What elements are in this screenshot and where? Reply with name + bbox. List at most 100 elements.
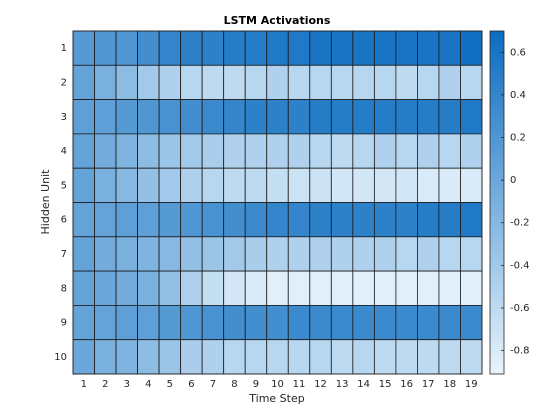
heatmap-cell xyxy=(460,30,483,66)
heatmap-cell xyxy=(395,64,418,101)
heatmap-cell xyxy=(244,236,268,272)
heatmap-cell xyxy=(460,304,483,341)
heatmap-cell xyxy=(180,202,203,238)
x-tick-label: 19 xyxy=(465,379,478,390)
heatmap-cell xyxy=(460,99,483,135)
heatmap-cell xyxy=(158,202,182,238)
heatmap-cell xyxy=(395,236,418,272)
heatmap-cell xyxy=(309,236,332,272)
heatmap-cell xyxy=(395,30,418,66)
heatmap-cell xyxy=(373,270,397,306)
heatmap-cell xyxy=(72,30,95,66)
y-tick-label: 4 xyxy=(61,146,67,157)
heatmap-cell xyxy=(417,339,440,375)
heatmap-cell xyxy=(72,99,95,135)
heatmap-cell xyxy=(244,304,268,341)
heatmap-cell xyxy=(244,99,268,135)
heatmap-cell xyxy=(266,270,289,306)
colorbar-tick-label: 0.2 xyxy=(510,133,526,144)
heatmap-cell xyxy=(395,167,418,203)
heatmap-cell xyxy=(330,64,354,101)
heatmap-cell xyxy=(417,304,440,341)
heatmap-cell xyxy=(244,167,268,203)
x-tick-label: 7 xyxy=(210,379,216,390)
y-axis-label: Hidden Unit xyxy=(39,169,52,235)
heatmap-cell xyxy=(287,64,311,101)
heatmap-cell xyxy=(244,64,268,101)
heatmap-cell xyxy=(309,202,332,238)
colorbar-tick-label: 0 xyxy=(510,175,516,186)
heatmap-cell xyxy=(158,270,182,306)
x-tick-label: 11 xyxy=(293,379,306,390)
heatmap-cell xyxy=(137,236,160,272)
y-tick-label: 2 xyxy=(61,77,67,88)
colorbar-tick-label: -0.4 xyxy=(510,260,530,271)
heatmap-cell xyxy=(266,236,289,272)
heatmap-cell xyxy=(158,30,182,66)
heatmap-cell xyxy=(309,304,332,341)
heatmap-cell xyxy=(352,133,375,169)
heatmap-cell xyxy=(395,270,418,306)
heatmap-cell xyxy=(72,236,95,272)
heatmap-cell xyxy=(330,270,354,306)
heatmap-cell xyxy=(373,133,397,169)
heatmap-cell xyxy=(115,339,138,375)
y-tick-label: 3 xyxy=(61,112,67,123)
heatmap-cell xyxy=(223,133,246,169)
heatmap-cell xyxy=(94,167,117,203)
x-tick-label: 9 xyxy=(253,379,259,390)
x-tick-label: 6 xyxy=(188,379,194,390)
heatmap-cell xyxy=(266,30,289,66)
heatmap-cell xyxy=(137,270,160,306)
heatmap-cell xyxy=(417,236,440,272)
heatmap-cell xyxy=(244,202,268,238)
x-tick-label: 1 xyxy=(81,379,87,390)
heatmap-cell xyxy=(201,202,225,238)
plot-frame xyxy=(72,30,483,375)
heatmap-cell xyxy=(460,339,483,375)
heatmap-cell xyxy=(460,202,483,238)
heatmap-cell xyxy=(180,270,203,306)
heatmap-cell xyxy=(438,202,461,238)
heatmap-cell xyxy=(115,202,138,238)
heatmap-cell xyxy=(309,99,332,135)
x-tick-label: 5 xyxy=(167,379,173,390)
heatmap-cell xyxy=(201,304,225,341)
colorbar-tick-label: -0.6 xyxy=(510,303,530,314)
heatmap-cell xyxy=(395,339,418,375)
heatmap-cell xyxy=(94,270,117,306)
heatmap-cell xyxy=(180,304,203,341)
y-tick-label: 1 xyxy=(61,43,67,54)
heatmap-cell xyxy=(373,304,397,341)
heatmap-cell xyxy=(158,339,182,375)
heatmap-cell xyxy=(438,64,461,101)
heatmap-cell xyxy=(287,167,311,203)
heatmap-cell xyxy=(180,133,203,169)
heatmap-cell xyxy=(201,270,225,306)
heatmap-cell xyxy=(94,99,117,135)
heatmap-cell xyxy=(115,270,138,306)
heatmap-cell xyxy=(244,270,268,306)
colorbar xyxy=(489,30,505,375)
heatmap-cell xyxy=(72,167,95,203)
heatmap-cell xyxy=(72,202,95,238)
heatmap-cell xyxy=(94,202,117,238)
x-tick-label: 12 xyxy=(314,379,327,390)
heatmap-cell xyxy=(72,64,95,101)
heatmap-cell xyxy=(158,236,182,272)
heatmap-cell xyxy=(460,270,483,306)
heatmap-cell xyxy=(417,30,440,66)
heatmap-cell xyxy=(266,133,289,169)
heatmap-cell xyxy=(309,339,332,375)
heatmap-cell xyxy=(309,133,332,169)
heatmap-cell xyxy=(287,133,311,169)
x-tick-label: 8 xyxy=(231,379,237,390)
heatmap-cell xyxy=(330,99,354,135)
heatmap-cell xyxy=(330,339,354,375)
heatmap-cell xyxy=(223,202,246,238)
heatmap-cell xyxy=(373,30,397,66)
x-tick-label: 14 xyxy=(357,379,370,390)
heatmap-cell xyxy=(266,64,289,101)
heatmap-cell xyxy=(158,64,182,101)
